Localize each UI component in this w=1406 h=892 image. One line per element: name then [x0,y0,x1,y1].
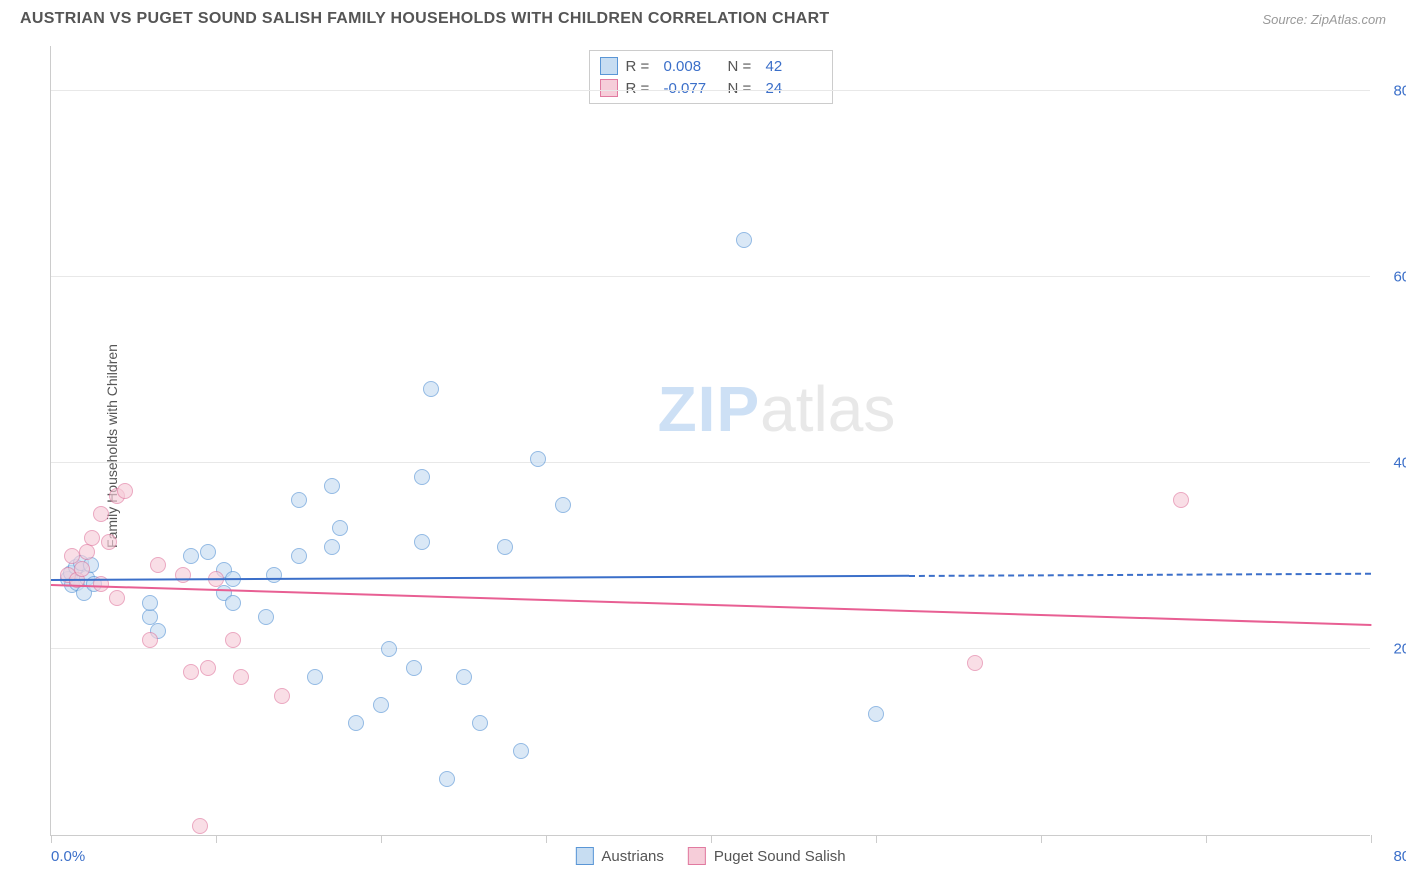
data-point [348,715,364,731]
data-point [200,660,216,676]
data-point [1173,492,1189,508]
x-axis-max-label: 80.0% [1393,848,1406,865]
legend-n-value-salish: 24 [766,80,822,97]
x-tick [1371,835,1372,843]
data-point [109,590,125,606]
data-point [142,632,158,648]
data-point [233,669,249,685]
data-point [74,561,90,577]
trend-line [51,584,1371,626]
legend-n-label: N = [728,80,758,97]
data-point [456,669,472,685]
data-point [324,539,340,555]
data-point [406,660,422,676]
x-tick [876,835,877,843]
legend-swatch-austrians-2 [575,847,593,865]
legend-n-value-austrians: 42 [766,58,822,75]
data-point [117,483,133,499]
watermark-atlas: atlas [760,373,895,445]
gridline [51,276,1370,277]
legend-label-austrians: Austrians [601,848,664,865]
x-tick [711,835,712,843]
data-point [93,506,109,522]
y-tick-label: 40.0% [1393,455,1406,472]
legend-r-label: R = [626,58,656,75]
data-point [142,595,158,611]
data-point [307,669,323,685]
data-point [183,664,199,680]
scatter-chart: ZIPatlas R = 0.008 N = 42 R = -0.077 N =… [50,46,1370,836]
data-point [373,697,389,713]
legend-r-label: R = [626,80,656,97]
correlation-legend: R = 0.008 N = 42 R = -0.077 N = 24 [589,50,833,104]
data-point [530,451,546,467]
data-point [225,632,241,648]
x-tick [216,835,217,843]
data-point [291,492,307,508]
legend-label-salish: Puget Sound Salish [714,848,846,865]
data-point [79,544,95,560]
gridline [51,462,1370,463]
watermark: ZIPatlas [658,372,896,446]
data-point [472,715,488,731]
data-point [266,567,282,583]
gridline [51,90,1370,91]
data-point [101,534,117,550]
legend-r-value-salish: -0.077 [664,80,720,97]
legend-row-salish: R = -0.077 N = 24 [600,77,822,99]
x-tick [51,835,52,843]
data-point [291,548,307,564]
data-point [414,469,430,485]
gridline [51,648,1370,649]
data-point [497,539,513,555]
legend-n-label: N = [728,58,758,75]
data-point [381,641,397,657]
data-point [84,530,100,546]
legend-item-austrians: Austrians [575,847,664,865]
data-point [967,655,983,671]
data-point [258,609,274,625]
y-tick-label: 20.0% [1393,641,1406,658]
x-tick [381,835,382,843]
legend-swatch-salish [600,79,618,97]
watermark-zip: ZIP [658,373,761,445]
series-legend: Austrians Puget Sound Salish [575,847,845,865]
legend-row-austrians: R = 0.008 N = 42 [600,55,822,77]
y-tick-label: 60.0% [1393,269,1406,286]
legend-r-value-austrians: 0.008 [664,58,720,75]
x-tick [546,835,547,843]
y-tick-label: 80.0% [1393,83,1406,100]
x-axis-min-label: 0.0% [51,848,85,865]
data-point [274,688,290,704]
trend-line [909,573,1371,577]
data-point [332,520,348,536]
data-point [513,743,529,759]
chart-source: Source: ZipAtlas.com [1262,12,1386,27]
data-point [183,548,199,564]
chart-header: AUSTRIAN VS PUGET SOUND SALISH FAMILY HO… [0,0,1406,32]
legend-item-salish: Puget Sound Salish [688,847,846,865]
data-point [150,557,166,573]
data-point [414,534,430,550]
x-tick [1206,835,1207,843]
data-point [423,381,439,397]
data-point [736,232,752,248]
data-point [555,497,571,513]
chart-title: AUSTRIAN VS PUGET SOUND SALISH FAMILY HO… [20,10,830,28]
data-point [225,595,241,611]
x-tick [1041,835,1042,843]
legend-swatch-salish-2 [688,847,706,865]
data-point [192,818,208,834]
data-point [324,478,340,494]
data-point [200,544,216,560]
data-point [439,771,455,787]
legend-swatch-austrians [600,57,618,75]
data-point [868,706,884,722]
